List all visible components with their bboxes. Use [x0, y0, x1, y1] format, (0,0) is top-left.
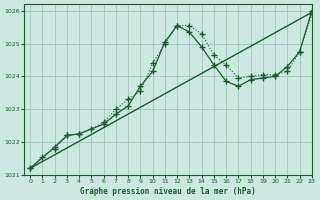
X-axis label: Graphe pression niveau de la mer (hPa): Graphe pression niveau de la mer (hPa)	[80, 187, 256, 196]
